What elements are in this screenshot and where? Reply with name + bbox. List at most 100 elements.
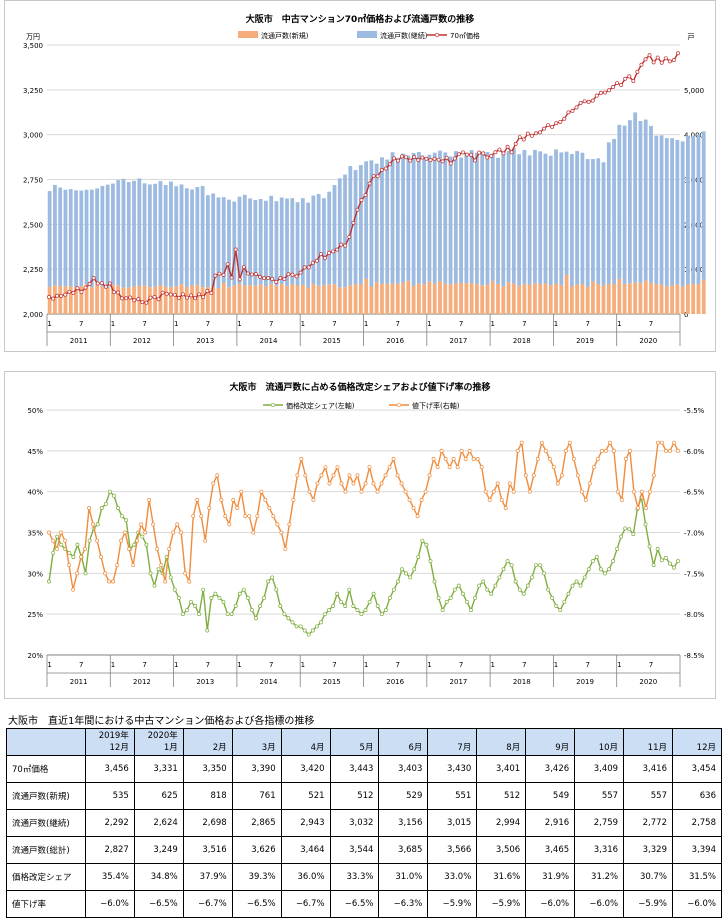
month-tick-label: 1 [491, 661, 495, 669]
bar-cont [422, 158, 427, 285]
indicators-table: 2019年 12月 2020年 1月 2月 3月 4月 5月 6月 7月 8月 9月 10月 11月 12月… [6, 728, 722, 918]
year-label: 2019 [576, 337, 594, 345]
bar-cont [137, 178, 142, 286]
chart1-svg: 万円戸流通戸数(新規)流通戸数(継続)70㎡価格2,00002,2501,000… [23, 31, 706, 346]
row-label: 流通戸数(新規) [6, 782, 86, 810]
table-cell: 636 [671, 782, 722, 810]
table-cell: 31.9% [525, 863, 576, 891]
col-header-year: 2020年 [147, 731, 178, 741]
price-point [160, 290, 165, 295]
rate-point [135, 538, 140, 543]
table-cell: 2,758 [671, 809, 722, 837]
price-point [298, 270, 303, 275]
share-point [132, 542, 137, 547]
bar-new [554, 283, 558, 314]
share-point [598, 567, 603, 572]
price-point [387, 162, 392, 167]
bar-new [627, 283, 632, 314]
col-header-year [433, 731, 471, 742]
price-point [647, 53, 652, 58]
col-header-year [678, 731, 716, 742]
share-point [505, 559, 510, 564]
bar-cont [506, 150, 511, 283]
share-point [582, 575, 587, 580]
table-col-header: 2月 [182, 728, 233, 756]
bar-cont [290, 198, 295, 285]
year-label: 2012 [133, 337, 151, 345]
price-point [412, 155, 417, 160]
share-point [278, 604, 283, 608]
share-point [562, 599, 567, 604]
col-header-month: 8月 [506, 742, 521, 753]
rate-point [339, 481, 344, 486]
col-header-year [336, 731, 374, 742]
table-cell: 535 [84, 782, 135, 810]
share-point [534, 563, 538, 568]
bar-cont [322, 198, 326, 286]
table-cell: −6.5% [133, 890, 184, 918]
month-tick-label: 7 [269, 320, 273, 328]
bar-cont [311, 195, 316, 285]
bar-new [295, 285, 300, 314]
bar-new [369, 286, 374, 314]
bar-new [343, 287, 347, 314]
col-header-year [287, 731, 325, 742]
table-cell: 3,456 [84, 755, 135, 783]
price-point [562, 116, 567, 121]
table-cell: 3,390 [231, 755, 282, 783]
price-point [185, 295, 189, 300]
table-cell: 2,827 [84, 836, 135, 864]
month-tick-label: 7 [206, 661, 210, 669]
legend-marker-rate [396, 402, 402, 408]
bar-cont [654, 135, 659, 285]
table-cell: 625 [133, 782, 184, 810]
share-point [290, 620, 295, 625]
rate-point [151, 522, 156, 527]
share-point [424, 542, 429, 547]
bar-new [279, 283, 284, 314]
rate-point [483, 489, 488, 494]
rate-point [463, 457, 468, 461]
price-point [391, 156, 396, 161]
rate-point [187, 579, 192, 584]
rate-point [455, 465, 460, 470]
table-cell: 3,420 [280, 755, 331, 783]
share-point [152, 583, 157, 588]
table-cell: 35.4% [84, 863, 135, 891]
rate-point [235, 506, 240, 510]
share-point [116, 506, 120, 510]
share-point [318, 620, 323, 625]
bar-new [322, 285, 326, 314]
bar-cont [63, 189, 68, 287]
share-point [420, 538, 425, 543]
share-point [509, 563, 514, 568]
price-point [493, 150, 498, 155]
bar-new [153, 286, 158, 314]
rate-point [319, 473, 324, 478]
bar-new [416, 283, 421, 314]
share-point [262, 595, 267, 600]
share-point [176, 595, 181, 600]
bar-cont [327, 191, 332, 285]
rate-point [519, 440, 524, 445]
rate-point [676, 448, 680, 453]
bar-new [316, 285, 321, 314]
month-tick-label: 7 [396, 320, 400, 328]
col-header-year [384, 731, 422, 742]
share-point [270, 575, 275, 580]
bar-new [501, 286, 506, 314]
price-point [627, 74, 632, 79]
bar-cont [248, 198, 252, 286]
share-point [51, 550, 56, 555]
share-point [172, 587, 177, 592]
share-point [189, 599, 193, 604]
price-point [481, 151, 486, 156]
bar-new [511, 283, 516, 314]
price-point [676, 51, 680, 56]
share-point [619, 534, 624, 539]
rate-point [515, 448, 520, 453]
y-right-unit-label: 戸 [688, 33, 695, 41]
bar-new [68, 286, 73, 314]
share-point [245, 595, 250, 600]
legend-label-rate: 値下げ率(右軸) [412, 401, 460, 410]
